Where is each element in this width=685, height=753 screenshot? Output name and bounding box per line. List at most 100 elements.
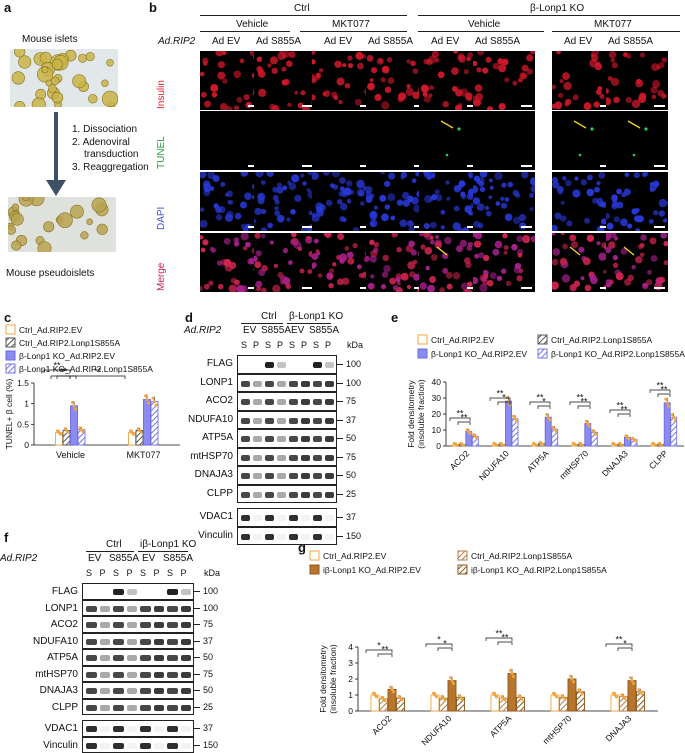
- blot-band: [289, 380, 298, 387]
- blot-band: [277, 454, 286, 461]
- islet-dot: [51, 76, 60, 86]
- ko-line: [138, 551, 188, 552]
- micrograph-tile: [419, 111, 481, 170]
- blot-band: [265, 533, 274, 540]
- mouse-islets-title: Mouse islets: [22, 34, 78, 45]
- kda-mark: 150: [203, 739, 219, 750]
- lane-label: S: [289, 340, 296, 350]
- data-point: [400, 698, 404, 702]
- data-point: [535, 444, 539, 447]
- data-point: [639, 690, 642, 694]
- data-point: [572, 680, 575, 684]
- blot-band: [265, 515, 274, 522]
- blot-strip: [82, 649, 194, 666]
- islet-dot: [18, 55, 32, 69]
- significance-mark: **: [456, 409, 464, 419]
- micrograph-tile: [200, 111, 262, 170]
- kda-mark: 100: [203, 602, 219, 613]
- blot-band: [180, 726, 191, 733]
- x-tick-label: ATP5A: [488, 713, 514, 739]
- bar: [663, 402, 671, 447]
- bar: [636, 691, 645, 712]
- lane-label: S: [313, 340, 320, 350]
- kda-tick: [337, 535, 343, 537]
- ctrl-line: [241, 323, 283, 324]
- data-point: [74, 407, 77, 411]
- blot-band: [180, 622, 191, 629]
- kda-mark: 37: [346, 414, 357, 425]
- panel-g-label: g: [298, 540, 306, 555]
- data-point: [569, 674, 572, 678]
- mouse-pseudoislets-image: [8, 197, 116, 252]
- data-point: [510, 671, 514, 675]
- adrip2-b: Ad.RIP2: [158, 36, 196, 47]
- significance-mark: *: [377, 641, 381, 651]
- blot-band: [140, 638, 151, 645]
- islet-dot: [14, 49, 26, 58]
- blot-band: [167, 655, 178, 662]
- significance-mark: **: [536, 393, 544, 403]
- significance-mark: **: [460, 413, 468, 423]
- significance-mark: **: [495, 629, 503, 639]
- legend-swatch: [5, 324, 16, 335]
- y-tick-label: 4: [348, 642, 353, 652]
- scale-bar: [600, 226, 611, 228]
- significance-mark: **: [615, 635, 623, 645]
- row-label: Insulin: [156, 80, 167, 109]
- protein-label: FLAG: [206, 358, 233, 369]
- blot-band: [126, 671, 137, 678]
- islet-dot: [14, 101, 26, 107]
- islet-dot: [10, 212, 24, 226]
- data-point: [375, 695, 378, 699]
- kda-mark: 75: [346, 451, 357, 462]
- data-point: [512, 414, 515, 418]
- bar: [511, 418, 519, 447]
- blot-band: [99, 742, 110, 749]
- data-point: [637, 688, 641, 692]
- scale-bar: [521, 105, 532, 107]
- islet-dot: [51, 58, 64, 70]
- blot-band: [153, 638, 164, 645]
- panel-d-label: d: [185, 310, 193, 325]
- legend-label: Ctrl_Ad.RIP2.Lonp1S855A: [471, 551, 572, 561]
- blot-band: [86, 688, 97, 695]
- blot-band: [167, 704, 178, 711]
- lane-label: S: [265, 340, 272, 350]
- kda-tick: [337, 364, 343, 366]
- significance-mark: **: [656, 381, 664, 391]
- islet-dot: [48, 84, 57, 94]
- data-point: [144, 394, 147, 398]
- y-tick-label: 3: [348, 658, 353, 668]
- blot-band: [167, 671, 178, 678]
- protein-label: CLPP: [51, 701, 78, 713]
- data-point: [392, 690, 395, 694]
- bar: [670, 416, 678, 447]
- blot-band: [167, 688, 178, 695]
- blot-band: [265, 491, 274, 498]
- kda-tick: [194, 706, 200, 708]
- lane-label: P: [253, 340, 260, 350]
- kda-tick: [194, 657, 200, 659]
- data-point: [512, 675, 515, 679]
- lane-label: P: [277, 340, 284, 350]
- blot-band: [126, 688, 137, 695]
- islet-dot: [86, 218, 93, 226]
- blot-band: [325, 515, 334, 522]
- blot-strip: [237, 429, 337, 448]
- legend-swatch: [457, 550, 468, 561]
- blot-band: [325, 380, 334, 387]
- data-point: [66, 430, 70, 434]
- kda-mark: 50: [203, 652, 214, 663]
- x-tick-label: DNAJA3: [600, 448, 630, 478]
- bar: [150, 401, 159, 446]
- blot-band: [265, 436, 274, 443]
- kda-mark: 37: [203, 635, 214, 646]
- scale-bar: [360, 226, 371, 228]
- micrograph-tile: [312, 51, 374, 110]
- blot-strip: [237, 447, 337, 466]
- blot-band: [140, 704, 151, 711]
- scale-bar: [600, 165, 611, 167]
- data-point: [435, 695, 438, 699]
- kda-mark: 37: [203, 723, 214, 734]
- bar: [143, 399, 151, 446]
